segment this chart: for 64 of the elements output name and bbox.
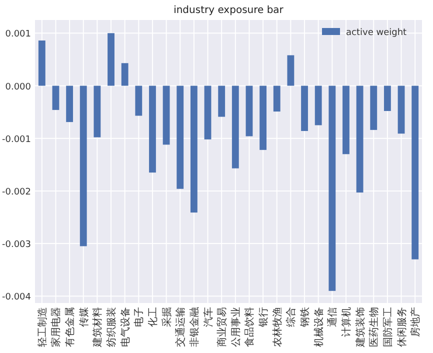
x-tick-label: 综合: [285, 307, 298, 327]
bar: [94, 86, 101, 138]
x-tick-label: 交通运输: [174, 307, 187, 347]
bar: [204, 86, 212, 140]
bar: [121, 63, 128, 86]
bar: [135, 86, 142, 116]
bar: [190, 86, 198, 213]
bar: [149, 86, 156, 173]
y-tick-label: -0.003: [2, 240, 31, 250]
x-tick-label: 通信: [326, 307, 339, 327]
bar: [38, 40, 46, 86]
x-tick-label: 休闲服务: [396, 307, 408, 347]
x-tick-label: 农林牧渔: [271, 307, 284, 347]
x-tick-label: 国防军工: [382, 307, 394, 347]
y-tick-label: -0.001: [2, 134, 31, 145]
bar: [328, 86, 336, 291]
x-tick-label: 轻工制造: [36, 307, 48, 347]
bar: [246, 86, 253, 136]
bar: [108, 33, 114, 86]
bar: [412, 86, 419, 260]
x-tick-label: 食品饮料: [244, 307, 256, 347]
x-tick-label: 机械设备: [312, 307, 325, 347]
x-tick-label: 非银金融: [188, 307, 200, 347]
y-tick-label: -0.004: [2, 292, 32, 303]
bar: [384, 86, 391, 111]
x-tick-label: 银行: [258, 307, 270, 328]
y-tick-label: -0.002: [2, 187, 31, 198]
bar: [398, 86, 405, 134]
bar: [301, 86, 308, 131]
y-tick-label: 0.000: [5, 82, 32, 92]
bar: [52, 86, 60, 110]
x-tick-label: 有色金属: [64, 307, 76, 347]
bar: [287, 55, 294, 86]
x-tick-label: 电子: [133, 307, 146, 327]
x-tick-label: 医药生物: [368, 307, 380, 347]
bar: [66, 86, 74, 122]
chart-title: industry exposure bar: [174, 5, 284, 16]
bar: [232, 86, 239, 168]
bar: [162, 86, 170, 145]
bar: [314, 86, 322, 126]
x-tick-label: 采掘: [160, 307, 173, 327]
x-tick-label: 计算机: [340, 307, 352, 337]
y-tick-label: 0.001: [5, 30, 31, 40]
bar: [260, 86, 267, 150]
x-tick-label: 纺织服装: [106, 307, 118, 347]
bar: [342, 86, 350, 154]
bar: [80, 86, 87, 246]
x-tick-label: 家用电器: [50, 307, 62, 347]
x-tick-label: 电气设备: [119, 307, 132, 347]
x-tick-label: 建筑材料: [92, 307, 104, 348]
x-tick-label: 化工: [146, 307, 159, 327]
x-tick-label: 商业贸易: [216, 307, 228, 347]
bar: [218, 86, 226, 117]
legend-label: active weight: [346, 28, 408, 38]
x-tick-label: 钢铁: [299, 307, 312, 328]
x-tick-label: 建筑装饰: [354, 307, 366, 348]
x-tick-label: 汽车: [202, 307, 214, 327]
x-tick-label: 公用事业: [230, 307, 242, 347]
bar: [273, 86, 280, 112]
bar: [176, 86, 184, 189]
bar: [370, 86, 378, 130]
x-tick-label: 传媒: [78, 307, 90, 327]
x-tick-label: 房地产: [410, 307, 422, 337]
bar: [356, 86, 364, 193]
